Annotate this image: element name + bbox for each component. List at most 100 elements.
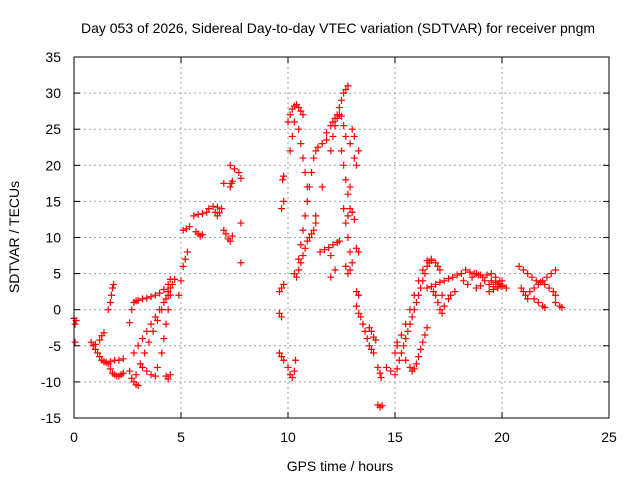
data-point-marker (295, 255, 303, 263)
data-point-marker (134, 296, 142, 304)
data-point-marker (147, 320, 155, 328)
data-point-marker (445, 295, 452, 303)
data-point-marker (237, 259, 245, 267)
data-point-marker (526, 288, 534, 296)
data-point-marker (436, 306, 444, 314)
data-point-marker (320, 246, 328, 254)
data-point-marker (397, 331, 405, 339)
data-point-marker (377, 374, 385, 382)
data-point-marker (436, 266, 444, 274)
data-point-marker (286, 111, 294, 119)
data-point-marker (297, 107, 305, 115)
data-point-marker (552, 291, 559, 299)
data-point-marker (344, 270, 352, 278)
data-point-marker (280, 280, 288, 288)
data-point-marker (305, 234, 313, 241)
data-point-marker (151, 313, 159, 321)
x-tick-label: 15 (387, 429, 403, 445)
data-point-marker (344, 234, 352, 241)
data-point-marker (406, 363, 414, 371)
data-point-marker (434, 262, 442, 270)
data-point-marker (376, 369, 384, 377)
y-tick-label: 30 (45, 85, 61, 101)
data-point-marker (340, 161, 348, 169)
data-point-marker (519, 266, 527, 274)
data-point-marker (310, 226, 318, 234)
data-point-marker (406, 306, 414, 314)
data-point-marker (352, 244, 360, 252)
data-point-marker (470, 270, 478, 278)
data-point-marker (558, 304, 566, 312)
data-point-marker (344, 212, 352, 220)
data-point-marker (419, 266, 427, 274)
data-point-marker (205, 205, 213, 213)
data-point-marker (438, 309, 446, 317)
data-point-marker (220, 226, 228, 234)
data-point-marker (346, 183, 354, 191)
data-point-marker (532, 277, 540, 285)
data-point-marker (432, 259, 440, 267)
data-point-marker (87, 338, 95, 346)
data-point-marker (104, 360, 112, 368)
data-point-marker (412, 360, 420, 368)
data-point-marker (462, 266, 470, 274)
data-point-marker (181, 255, 189, 263)
data-point-marker (110, 280, 118, 288)
data-point-marker (216, 209, 224, 217)
data-point-marker (359, 320, 367, 328)
x-tick-label: 10 (280, 429, 296, 445)
data-point-marker (417, 284, 425, 292)
data-point-marker (297, 241, 305, 249)
data-point-marker (423, 284, 431, 292)
data-point-marker (549, 288, 557, 296)
x-tick-label: 0 (70, 429, 78, 445)
y-tick-label: 35 (45, 49, 61, 65)
data-point-marker (198, 210, 206, 218)
data-point-marker (278, 284, 286, 292)
y-tick-label: 5 (53, 266, 61, 282)
data-point-marker (316, 248, 324, 256)
data-point-marker (158, 349, 166, 357)
data-point-marker (237, 174, 245, 182)
data-point-marker (275, 288, 283, 296)
y-tick-label: 25 (45, 121, 61, 137)
chart-title: Day 053 of 2026, Sidereal Day-to-day VTE… (81, 20, 595, 36)
data-point-marker (338, 112, 345, 120)
data-point-marker (340, 89, 348, 97)
data-point-marker (430, 288, 438, 296)
data-point-marker (96, 353, 104, 361)
data-point-marker (96, 336, 104, 344)
plot-frame (73, 56, 610, 419)
data-point-marker (299, 111, 307, 119)
data-point-marker (363, 335, 371, 343)
data-point-marker (344, 190, 352, 198)
data-point-marker (327, 273, 335, 281)
data-point-marker (162, 295, 170, 303)
data-point-marker (301, 244, 309, 252)
data-point-marker (237, 219, 245, 227)
data-point-marker (164, 288, 172, 296)
data-point-marker (400, 342, 408, 350)
data-point-marker (528, 273, 536, 281)
data-point-marker (297, 259, 305, 267)
data-point-marker (138, 295, 146, 303)
data-point-marker (329, 241, 337, 249)
data-point-marker (166, 284, 174, 292)
y-tick-label: -5 (49, 338, 62, 354)
data-point-marker (357, 313, 365, 321)
data-point-marker (472, 284, 480, 292)
data-point-marker (355, 147, 363, 155)
data-point-marker (278, 313, 286, 321)
data-point-marker (153, 363, 161, 371)
data-point-marker (303, 237, 311, 245)
data-point-marker (301, 212, 309, 220)
data-point-marker (308, 230, 316, 238)
data-point-marker (141, 349, 149, 357)
data-point-marker (459, 277, 467, 285)
data-point-marker (421, 331, 429, 339)
data-point-marker (415, 277, 423, 285)
data-point-marker (290, 118, 298, 126)
data-point-marker (355, 291, 363, 299)
data-point-marker (303, 197, 311, 205)
